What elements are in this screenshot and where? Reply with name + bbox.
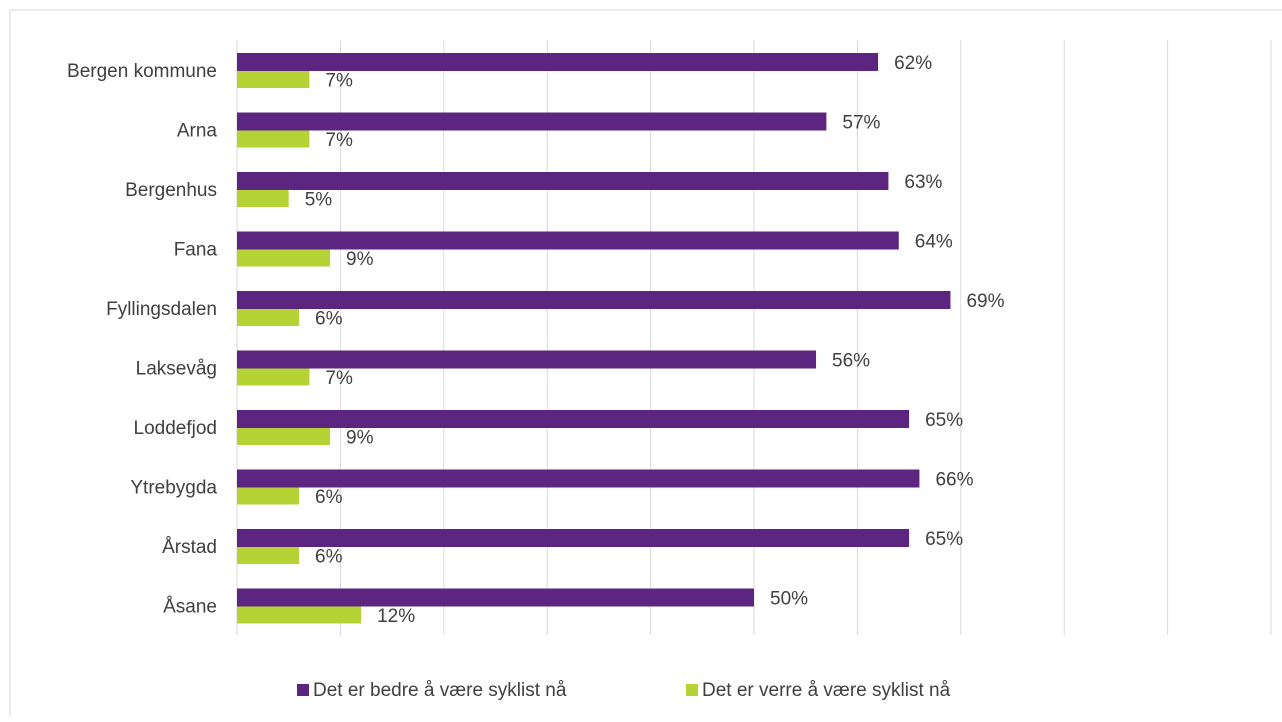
bar	[237, 350, 817, 369]
data-label: 7%	[325, 71, 353, 92]
legend-swatch	[297, 684, 309, 696]
bar	[237, 428, 331, 445]
legend-label: Det er verre å være syklist nå	[702, 680, 951, 701]
legend-label: Det er bedre å være syklist nå	[313, 680, 567, 701]
bar	[237, 53, 879, 71]
data-label: 6%	[315, 547, 343, 568]
data-label: 9%	[346, 249, 374, 270]
y-tick-label: Laksevåg	[136, 359, 217, 380]
bar	[237, 588, 754, 607]
data-label: 6%	[315, 309, 343, 330]
bar	[237, 249, 331, 267]
chart-border	[9, 9, 1282, 722]
bar	[237, 130, 310, 148]
data-label: 7%	[325, 130, 353, 151]
bar	[237, 231, 899, 250]
data-label: 63%	[904, 172, 942, 193]
data-label: 62%	[894, 53, 932, 74]
bar	[237, 71, 310, 88]
y-tick-label: Loddefjod	[134, 418, 217, 439]
bar	[237, 606, 362, 624]
data-label: 56%	[832, 351, 870, 372]
y-tick-label: Årstad	[162, 537, 217, 558]
bar	[237, 487, 300, 505]
bar	[237, 112, 827, 131]
y-tick-label: Arna	[177, 121, 218, 142]
bar	[237, 309, 300, 326]
y-tick-label: Åsane	[163, 597, 217, 618]
y-tick-label: Fyllingsdalen	[106, 299, 217, 320]
data-label: 5%	[305, 190, 333, 211]
y-tick-label: Bergen kommune	[67, 61, 217, 82]
data-label: 65%	[925, 410, 963, 431]
data-label: 7%	[325, 368, 353, 389]
legend-swatch	[686, 684, 698, 696]
data-label: 6%	[315, 487, 343, 508]
bar	[237, 547, 300, 564]
bar	[237, 469, 920, 488]
data-label: 12%	[377, 606, 415, 627]
data-label: 9%	[346, 428, 374, 449]
data-label: 65%	[925, 529, 963, 550]
y-tick-label: Fana	[174, 240, 218, 261]
data-label: 64%	[915, 232, 953, 253]
data-label: 66%	[935, 470, 973, 491]
bar	[237, 291, 951, 309]
bar	[237, 172, 889, 190]
bar	[237, 410, 910, 428]
data-label: 57%	[842, 113, 880, 134]
bar	[237, 190, 289, 207]
bar	[237, 529, 910, 547]
y-tick-label: Ytrebygda	[130, 478, 217, 499]
bar	[237, 368, 310, 386]
y-tick-label: Bergenhus	[125, 180, 217, 201]
data-label: 69%	[966, 291, 1004, 312]
data-label: 50%	[770, 589, 808, 610]
